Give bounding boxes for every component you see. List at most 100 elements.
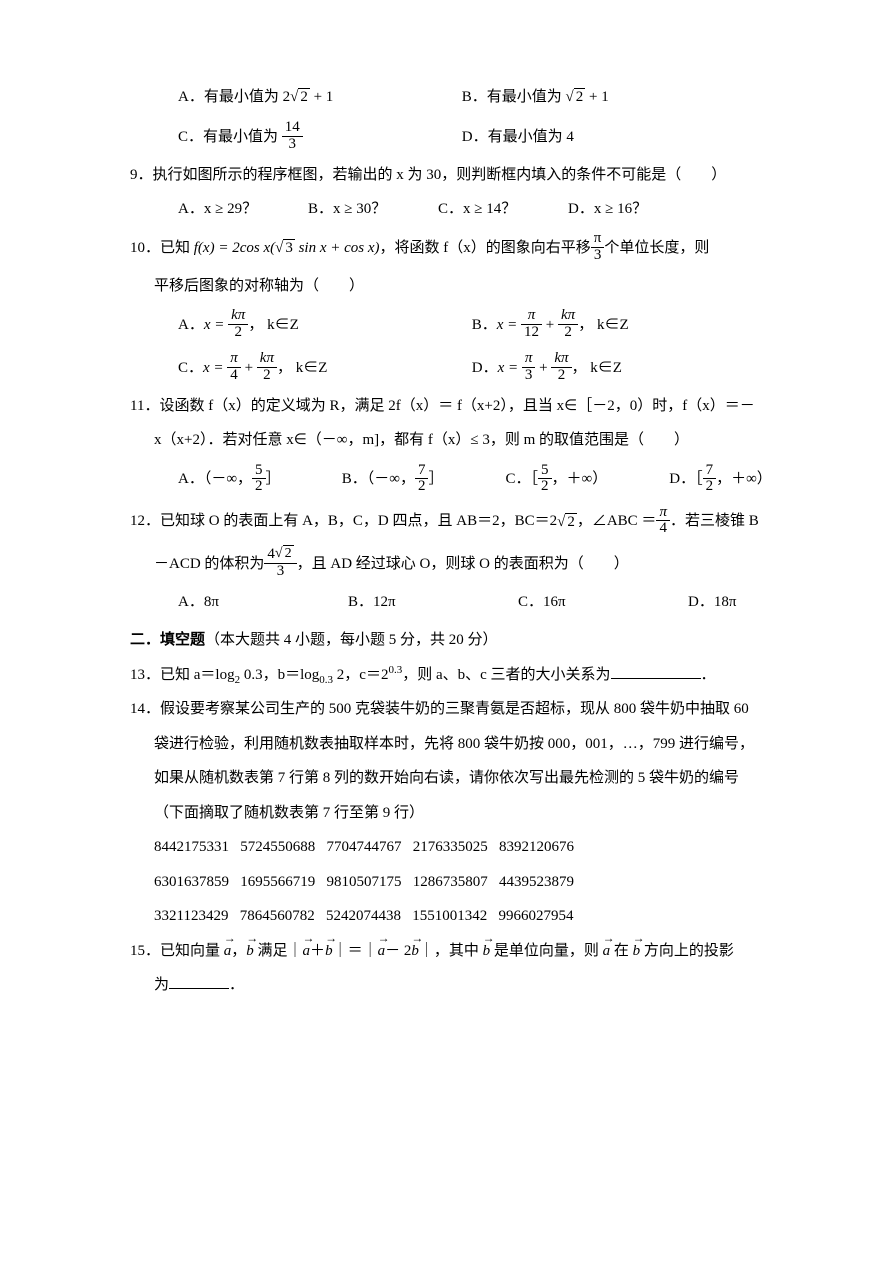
q10-fx: f(x) = 2cos x(	[194, 240, 275, 256]
q10-optA-pre: A．	[178, 317, 204, 333]
q13-log2: log	[300, 667, 319, 683]
q11-optA-post: ］	[266, 471, 281, 487]
q10-optC-frac2: kπ2	[257, 351, 277, 384]
q13-pow-exp: 0.3	[388, 664, 402, 676]
q11-stem-l2: x（x+2）．若对任意 x∈（－∞，m]，都有 f（x）≤ 3，则 m 的取值范…	[130, 423, 782, 458]
q10-optC-rest: ， k∈Z	[277, 360, 327, 376]
q14-row2: 6301637859 1695566719 9810507175 1286735…	[130, 865, 782, 900]
q13-log2-arg: 2	[333, 667, 344, 683]
q12-vol-frac: 4√23	[264, 547, 296, 580]
q12-bc-l: 2	[550, 513, 558, 529]
q10-stem-suffix: 个单位长度，则	[604, 240, 709, 256]
q10-options-row1: A．x = kπ2， k∈Z B．x = π12 + kπ2， k∈Z	[130, 304, 782, 347]
q15-l2a: 为	[154, 977, 169, 993]
q15-l2b: ．	[229, 977, 244, 993]
q12-stem-l2: －ACD 的体积为4√23，且 AD 经过球心 O，则球 O 的表面积为（ ）	[130, 543, 782, 585]
q10-options-row2: C．x = π4 + kπ2， k∈Z D．x = π3 + kπ2， k∈Z	[130, 346, 782, 389]
q10-optD-pre: D．	[472, 360, 498, 376]
q13-d: ，则 a、b、c 三者的大小关系为	[402, 667, 610, 683]
sec2-title-bold: 二．填空题	[130, 632, 205, 648]
q8-optA-prefix: A．有最小值为	[178, 89, 279, 105]
q15-blank	[169, 973, 229, 989]
q11-optA: A．（－∞，52］	[178, 458, 338, 500]
q13-e: ．	[701, 667, 716, 683]
q10-optD: D．x = π3 + kπ2， k∈Z	[472, 347, 622, 389]
q8-optC-frac: 143	[282, 120, 303, 153]
q9-optD: D．x ≥ 16？	[568, 192, 647, 227]
q11-optD-frac: 72	[703, 463, 717, 496]
q15-l1: 15．已知向量 →a，→b 满足｜→a＋→b｜＝｜→a－ 2→b｜，其中 →b …	[130, 934, 782, 969]
q11-optD-pre: D．［	[669, 471, 702, 487]
sqrt-q8b: √2	[566, 80, 586, 115]
q10-optA-rest: ， k∈Z	[248, 317, 298, 333]
q12-stem-a: 12．已知球 O 的表面上有 A，B，C，D 四点，且 AB＝2，BC＝	[130, 513, 550, 529]
q8-optA-right: + 1	[310, 89, 333, 105]
vec-a-1: →a	[224, 934, 232, 969]
q11-optD: D．［72，＋∞）	[669, 458, 772, 500]
q11-optC: C．［52，＋∞）	[506, 458, 666, 500]
vec-b-4: →b	[483, 934, 491, 969]
q11-optB-post: ］	[428, 471, 443, 487]
q11-optC-pre: C．［	[506, 471, 539, 487]
q10-optB: B．x = π12 + kπ2， k∈Z	[472, 304, 629, 346]
q8-options-row1: A．有最小值为 2√2 + 1 B．有最小值为 √2 + 1	[130, 80, 782, 115]
q12-ang-frac: π4	[656, 505, 670, 538]
q12-optC: C．16π	[518, 585, 688, 620]
sqrt-q8a: √2	[290, 80, 310, 115]
q13-c: ，c＝	[344, 667, 381, 683]
vec-b-5: →b	[633, 934, 641, 969]
q15-m4: ｜，其中	[419, 943, 483, 959]
q13-b: ，b＝	[263, 667, 301, 683]
q10-stem-line2: 平移后图象的对称轴为（ ）	[130, 269, 782, 304]
q10-optD-rest: ， k∈Z	[572, 360, 622, 376]
q11-optC-post: ，＋∞）	[552, 471, 608, 487]
q13-a: 13．已知 a＝	[130, 667, 215, 683]
q10-optC-frac1: π4	[227, 351, 241, 384]
q8-optC-prefix: C．有最小值为	[178, 129, 278, 145]
q14-l1: 14．假设要考察某公司生产的 500 克袋装牛奶的三聚青氨是否超标，现从 800…	[130, 692, 782, 727]
q10-stem-mid: ，将函数 f（x）的图象向右平移	[380, 240, 591, 256]
q8-optD: D．有最小值为 4	[462, 116, 574, 158]
q12-stem2-b: ，且 AD 经过球心 O，则球 O 的表面积为（ ）	[297, 556, 629, 572]
q11-optB: B．（－∞，72］	[342, 458, 502, 500]
q12-optB: B．12π	[348, 585, 518, 620]
vec-b-1: →b	[246, 934, 254, 969]
q10-sqrt: √3	[275, 227, 295, 269]
q8-optB-prefix: B．有最小值为	[462, 89, 562, 105]
q10-optC-x: x =	[203, 360, 227, 376]
q10-optA-frac: kπ2	[228, 308, 248, 341]
q10-optB-rest: ， k∈Z	[578, 317, 628, 333]
q11-optA-frac: 52	[252, 463, 266, 496]
q11-optB-pre: B．（－∞，	[342, 471, 415, 487]
q10-optB-frac1: π12	[521, 308, 542, 341]
q10-optD-frac2: kπ2	[551, 351, 571, 384]
q11-optC-frac: 52	[538, 463, 552, 496]
vec-b-3: →b	[411, 934, 419, 969]
q11-stem-l1: 11．设函数 f（x）的定义域为 R，满足 2f（x）＝ f（x+2），且当 x…	[130, 389, 782, 424]
q8-options-row2: C．有最小值为 143 D．有最小值为 4	[130, 115, 782, 158]
q15-l2: 为．	[130, 968, 782, 1003]
q12-stem-b: ，∠ABC ＝	[577, 513, 657, 529]
q10-shift-frac: π3	[591, 231, 605, 264]
q9-optA: A．x ≥ 29？	[178, 192, 308, 227]
vec-a-2: →a	[303, 934, 311, 969]
q10-optC: C．x = π4 + kπ2， k∈Z	[178, 347, 468, 389]
q10-stem-line1: 10．已知 f(x) = 2cos x(√3 sin x + cos x)，将函…	[130, 227, 782, 270]
q10-optA-x: x =	[204, 317, 228, 333]
q12-stem-c: ．若三棱锥 B	[670, 513, 759, 529]
q10-stem-prefix: 10．已知	[130, 240, 194, 256]
q15-m7: 方向上的投影	[640, 943, 734, 959]
q10-optD-x: x =	[498, 360, 522, 376]
q15-pre: 15．已知向量	[130, 943, 224, 959]
q14-l2: 袋进行检验，利用随机数表抽取样本时，先将 800 袋牛奶按 000，001，…，…	[130, 727, 782, 762]
q11-optA-pre: A．（－∞，	[178, 471, 252, 487]
q15-m5: 是单位向量，则	[490, 943, 603, 959]
q14-l3: 如果从随机数表第 7 行第 8 列的数开始向右读，请你依次写出最先检测的 5 袋…	[130, 761, 782, 796]
q9-options: A．x ≥ 29？ B．x ≥ 30？ C．x ≥ 14？ D．x ≥ 16？	[130, 192, 782, 227]
q9-optC: C．x ≥ 14？	[438, 192, 568, 227]
q13-log1: log	[215, 667, 234, 683]
q10-optB-frac2: kπ2	[558, 308, 578, 341]
vec-b-2: →b	[325, 934, 333, 969]
q10-optA: A．x = kπ2， k∈Z	[178, 304, 468, 346]
q12-stem2-a: －ACD 的体积为	[154, 556, 264, 572]
